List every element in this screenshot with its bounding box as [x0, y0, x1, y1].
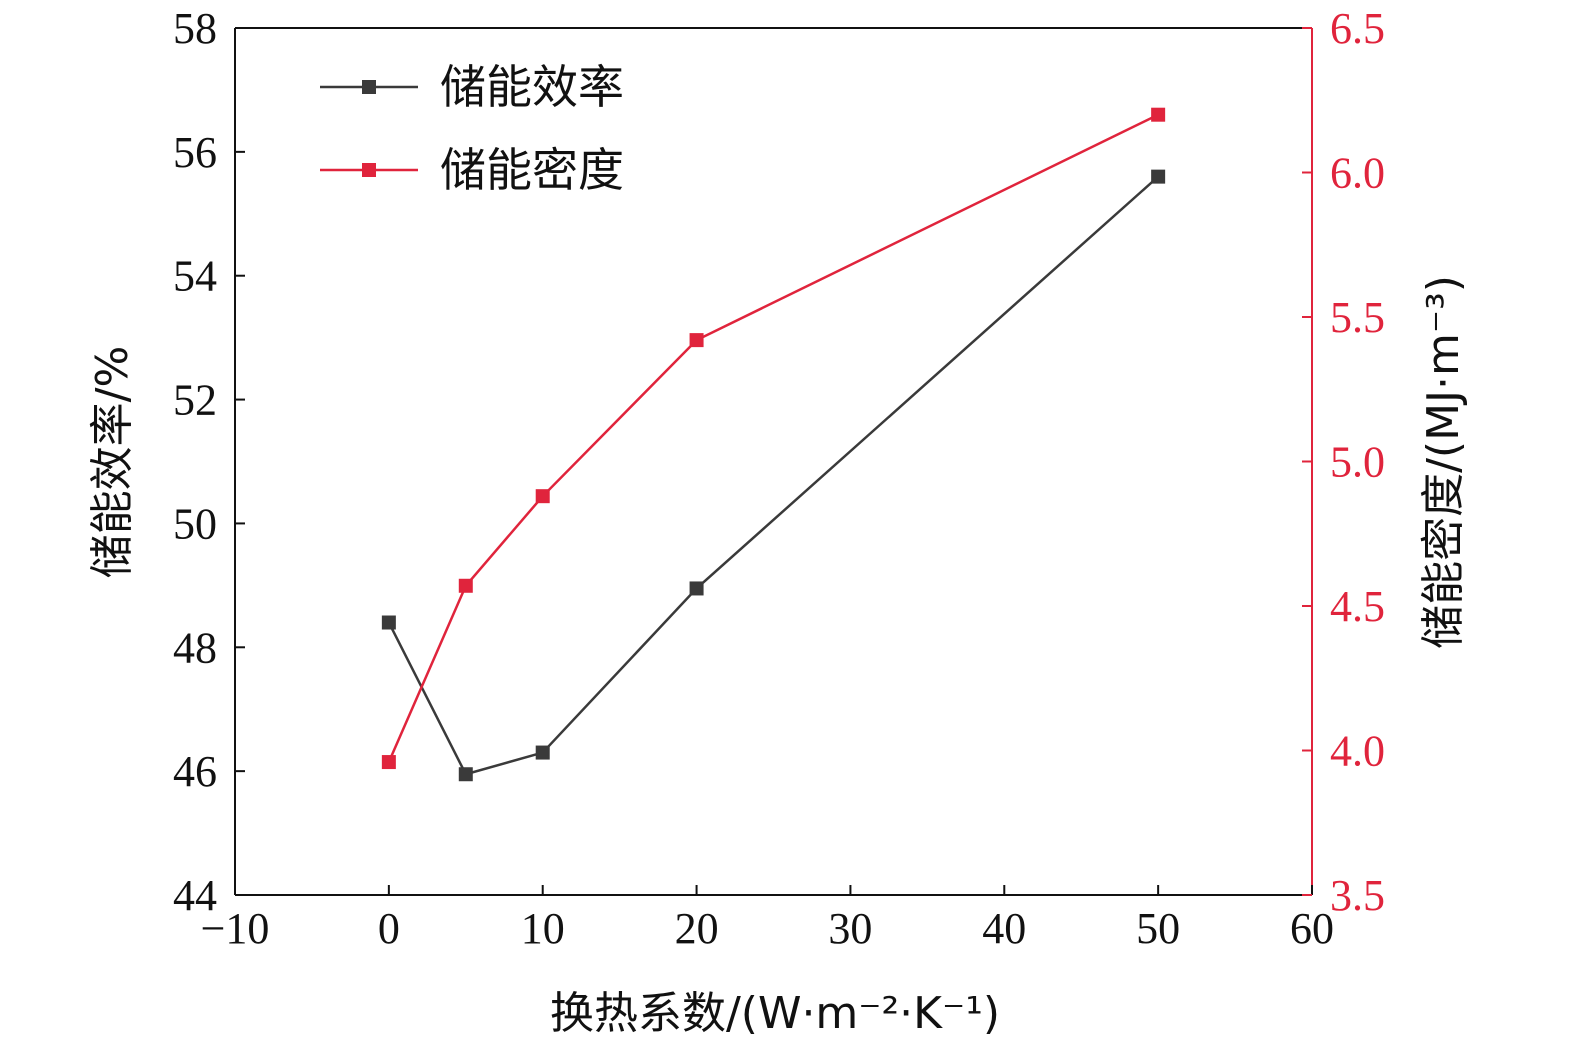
x-tick-label: −10	[201, 904, 270, 953]
y-left-tick-label: 54	[173, 252, 217, 301]
legend-label-efficiency: 储能效率	[440, 60, 624, 114]
data-point-efficiency	[381, 615, 396, 630]
legend-marker-efficiency	[362, 80, 376, 94]
series-line-efficiency	[387, 175, 1159, 776]
y-right-tick-label: 4.5	[1330, 582, 1385, 631]
y-right-tick-label: 6.5	[1330, 4, 1385, 53]
series-layer	[381, 107, 1166, 782]
x-tick-label: 30	[828, 904, 872, 953]
data-point-efficiency	[689, 581, 704, 596]
y-right-axis-label: 储能密度/(MJ·m⁻³)	[1418, 275, 1469, 649]
x-tick-label: 0	[378, 904, 400, 953]
y-right-tick-label: 4.0	[1330, 727, 1385, 776]
y-left-tick-label: 52	[173, 376, 217, 425]
y-left-axis-label: 储能效率/%	[87, 346, 138, 579]
x-axis: −10 0 10 20 30 40 50 60	[201, 885, 1334, 953]
data-point-density	[1151, 107, 1166, 122]
y-left-tick-label: 56	[173, 128, 217, 177]
y-left-tick-label: 44	[173, 871, 217, 920]
y-left-tick-label: 58	[173, 4, 217, 53]
series-line-density	[387, 113, 1159, 763]
y-left-axis: 44 46 48 50 52 54 56 58	[173, 4, 245, 920]
y-left-tick-label: 50	[173, 499, 217, 548]
y-right-tick-label: 6.0	[1330, 149, 1385, 198]
x-tick-label: 10	[521, 904, 565, 953]
y-right-axis: 3.5 4.0 4.5 5.0 5.5 6.0 6.5	[1302, 4, 1385, 920]
y-left-tick-label: 48	[173, 623, 217, 672]
y-right-tick-label: 5.0	[1330, 438, 1385, 487]
x-tick-label: 60	[1290, 904, 1334, 953]
data-point-density	[535, 489, 550, 504]
plot-frame	[234, 27, 1313, 896]
data-point-density	[689, 333, 704, 348]
y-right-tick-label: 3.5	[1330, 871, 1385, 920]
x-tick-label: 20	[675, 904, 719, 953]
y-left-tick-label: 46	[173, 747, 217, 796]
data-point-density	[381, 755, 396, 770]
data-point-efficiency	[535, 745, 550, 760]
x-tick-label: 40	[982, 904, 1026, 953]
legend-marker-density	[362, 163, 376, 177]
data-point-efficiency	[458, 767, 473, 782]
legend-label-density: 储能密度	[440, 143, 624, 197]
data-point-density	[458, 578, 473, 593]
x-axis-label: 换热系数/(W·m⁻²·K⁻¹)	[550, 988, 1000, 1039]
data-point-efficiency	[1151, 169, 1166, 184]
x-tick-label: 50	[1136, 904, 1180, 953]
y-right-tick-label: 5.5	[1330, 293, 1385, 342]
